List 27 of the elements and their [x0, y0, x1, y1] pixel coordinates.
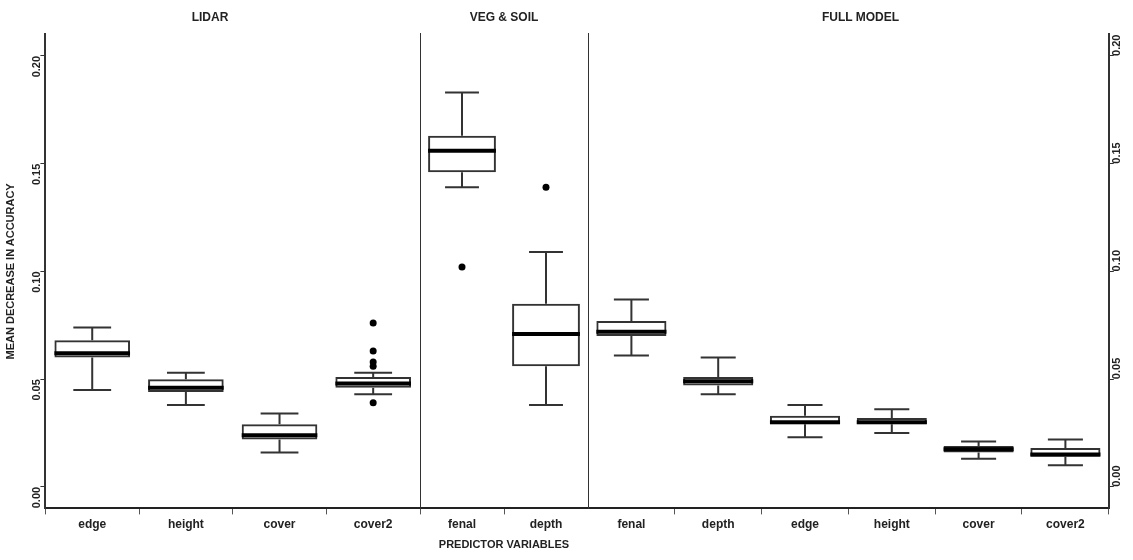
y2-tick-label: 0.15: [1109, 142, 1122, 164]
y-axis-title: MEAN DECREASE IN ACCURACY: [3, 182, 16, 360]
y2-tick-label: 0.05: [1109, 357, 1122, 380]
x-tick-label: edge: [78, 516, 107, 531]
x-tick-label: depth: [701, 516, 735, 531]
x-tick-label: cover2: [353, 516, 393, 531]
y-tick-label: 0.05: [30, 379, 43, 401]
y-tick-label: 0.00: [30, 486, 43, 509]
x-tick-label: cover: [263, 516, 296, 531]
chart-title: VEG & SOIL: [469, 9, 539, 24]
y-tick-label: 0.10: [30, 271, 43, 293]
x-tick-label: fenal: [617, 516, 646, 531]
y2-tick-label: 0.20: [1109, 34, 1122, 56]
chart-title: FULL MODEL: [821, 9, 900, 24]
chart-title: LIDAR: [191, 9, 229, 24]
x-tick-label: cover2: [1046, 516, 1086, 531]
x-tick-label: height: [167, 516, 204, 531]
x-tick-label: cover: [962, 516, 995, 531]
y-tick-label: 0.15: [30, 163, 43, 186]
x-tick-label: fenal: [447, 516, 477, 531]
x-tick-label: height: [873, 516, 910, 531]
x-axis-title: PREDICTOR VARIABLES: [438, 538, 570, 551]
y2-tick-label: 0.10: [1109, 249, 1122, 272]
x-tick-label: edge: [790, 516, 820, 531]
x-tick-label: depth: [529, 516, 563, 531]
y-tick-label: 0.20: [30, 55, 43, 78]
y2-tick-label: 0.00: [1109, 465, 1122, 487]
